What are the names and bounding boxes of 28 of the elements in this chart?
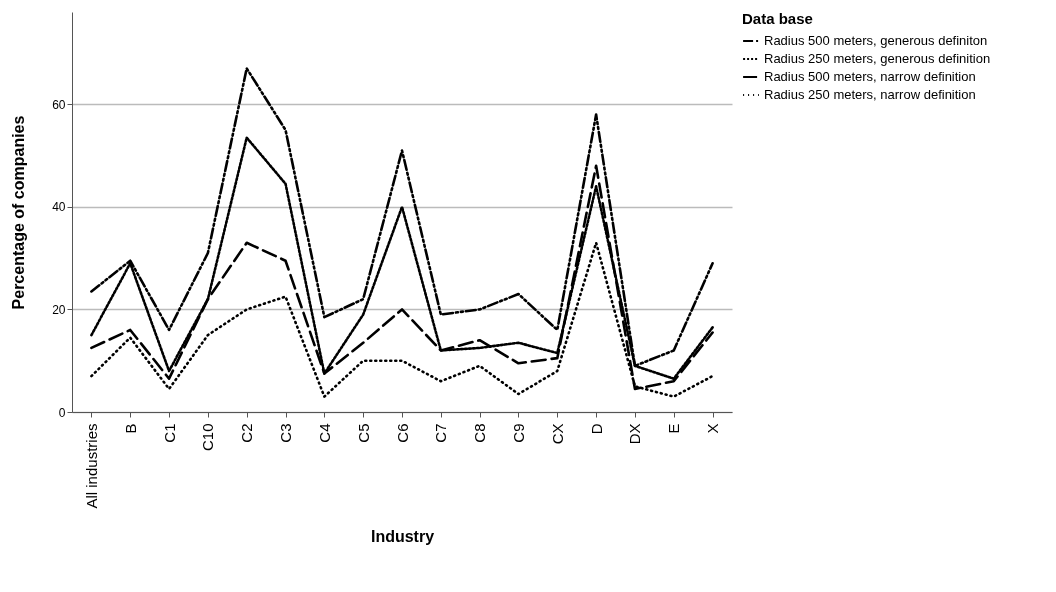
x-tick-label: C2 (238, 423, 256, 443)
x-axis-title: Industry (370, 527, 435, 545)
x-tick-label: C5 (354, 423, 372, 443)
x-tick-label: C3 (277, 423, 295, 443)
x-tick-label: C9 (509, 423, 527, 443)
y-tick-label: 40 (52, 200, 66, 215)
x-tick-label: D (587, 423, 605, 435)
x-tick-label: C7 (432, 423, 450, 443)
x-tick-label: All industries (82, 423, 100, 509)
x-tick-label: X (704, 423, 722, 434)
x-tick-label: C10 (199, 423, 217, 452)
x-tick-label: C8 (471, 423, 489, 443)
x-tick-label: CX (548, 423, 566, 445)
legend-label: Radius 250 meters, generous definition (764, 51, 991, 66)
y-axis-title: Percentage of companies (10, 115, 28, 310)
y-tick-label: 60 (52, 97, 66, 112)
legend-label: Radius 500 meters, narrow definition (764, 69, 976, 84)
x-tick-label: DX (626, 423, 644, 445)
legend-title: Data base (742, 10, 813, 27)
y-tick-label: 20 (52, 302, 66, 317)
legend-label: Radius 500 meters, generous definiton (764, 33, 988, 48)
y-tick-label: 0 (58, 405, 66, 420)
x-tick-label: C1 (160, 423, 178, 443)
x-tick-label: B (121, 423, 139, 434)
x-tick-label: C4 (315, 423, 333, 443)
x-tick-label: E (665, 423, 683, 434)
legend-label: Radius 250 meters, narrow definition (764, 87, 976, 102)
x-tick-label: C6 (393, 423, 411, 443)
